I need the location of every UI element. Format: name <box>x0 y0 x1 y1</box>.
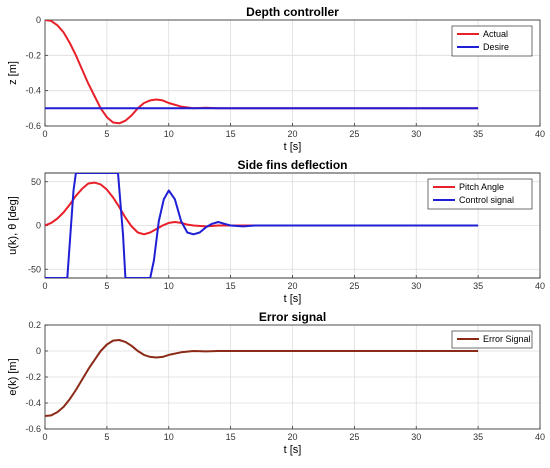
x-tick-label: 0 <box>42 432 47 442</box>
x-tick-label: 0 <box>42 281 47 291</box>
y-tick-label: 0.2 <box>28 320 41 330</box>
y-tick-label: 0 <box>36 221 41 231</box>
x-tick-label: 10 <box>164 432 174 442</box>
series-line-error-signal <box>45 339 479 417</box>
x-tick-label: 15 <box>226 432 236 442</box>
legend-label: Actual <box>483 29 508 39</box>
legend-box <box>427 178 533 210</box>
x-tick-label: 15 <box>226 281 236 291</box>
x-tick-label: 15 <box>226 129 236 139</box>
y-axis-label: u(k), θ [deg] <box>7 196 19 255</box>
legend-label: Error Signal <box>483 334 531 344</box>
legend: Pitch Angle Control signal <box>427 178 533 210</box>
x-tick-label: 20 <box>287 432 297 442</box>
legend-label: Pitch Angle <box>459 182 504 192</box>
x-tick-label: 35 <box>473 129 483 139</box>
y-tick-label: -0.6 <box>25 121 41 131</box>
x-tick-label: 35 <box>473 281 483 291</box>
chart-panel-3: 0 5 10 15 20 25 30 35 40 -0.6 -0.4 -0.2 0 0.2 Error si… <box>7 310 545 456</box>
x-tick-label: 5 <box>104 281 109 291</box>
x-tick-label: 5 <box>104 129 109 139</box>
series-line-control-signal <box>45 173 479 278</box>
x-tick-label: 25 <box>349 129 359 139</box>
x-axis-label: t [s] <box>284 141 302 153</box>
y-tick-label: -0.2 <box>25 50 41 60</box>
y-tick-label: -0.2 <box>25 372 41 382</box>
legend-label: Desire <box>483 42 509 52</box>
legend-box <box>451 330 533 349</box>
legend: Error Signal <box>451 330 533 349</box>
chart-panel-1: 0 5 10 15 20 25 30 35 40 -0.6 -0.4 -0.2 0 Depth contr… <box>7 5 545 153</box>
chart-title: Depth controller <box>246 5 339 19</box>
plot-frame <box>44 19 541 127</box>
x-tick-label: 40 <box>535 129 545 139</box>
x-tick-label: 0 <box>42 129 47 139</box>
chart-title: Side fins deflection <box>237 158 347 172</box>
x-tick-label: 40 <box>535 281 545 291</box>
x-tick-label: 35 <box>473 432 483 442</box>
legend-label: Control signal <box>459 195 514 205</box>
x-tick-label: 10 <box>164 129 174 139</box>
x-tick-label: 10 <box>164 281 174 291</box>
legend: Actual Desire <box>451 25 533 57</box>
x-tick-label: 30 <box>411 432 421 442</box>
y-tick-label: 0 <box>36 346 41 356</box>
y-tick-label: 0 <box>36 15 41 25</box>
x-tick-label: 20 <box>287 129 297 139</box>
x-tick-label: 5 <box>104 432 109 442</box>
x-tick-label: 30 <box>411 281 421 291</box>
x-axis-label: t [s] <box>284 293 302 305</box>
x-tick-label: 40 <box>535 432 545 442</box>
y-tick-label: -0.4 <box>25 398 41 408</box>
y-tick-label: 50 <box>31 177 41 187</box>
x-tick-label: 30 <box>411 129 421 139</box>
legend-box <box>451 25 533 57</box>
x-tick-label: 20 <box>287 281 297 291</box>
plot-frame <box>44 324 541 430</box>
y-tick-label: -50 <box>28 264 41 274</box>
chart-title: Error signal <box>259 310 326 324</box>
y-axis-label: z [m] <box>7 61 19 85</box>
x-axis-label: t [s] <box>284 444 302 456</box>
x-tick-label: 25 <box>349 281 359 291</box>
y-axis-label: e(k) [m] <box>7 358 19 395</box>
y-tick-label: -0.4 <box>25 86 41 96</box>
x-tick-label: 25 <box>349 432 359 442</box>
y-tick-label: -0.6 <box>25 424 41 434</box>
